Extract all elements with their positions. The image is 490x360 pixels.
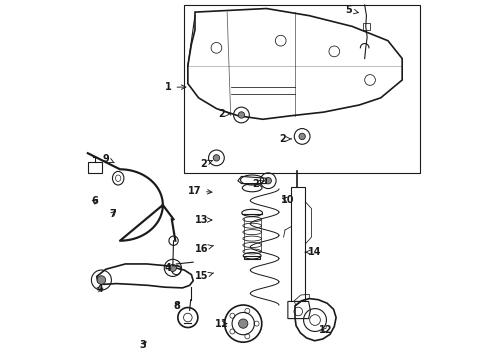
Text: 1: 1 [165, 82, 186, 92]
Text: 14: 14 [305, 247, 321, 257]
Circle shape [265, 177, 271, 184]
Text: 16: 16 [195, 244, 214, 253]
Bar [292, 187, 305, 301]
Text: 9: 9 [102, 154, 114, 163]
Text: 17: 17 [188, 186, 212, 196]
Text: 4: 4 [165, 262, 172, 273]
Text: 2: 2 [279, 134, 292, 144]
Circle shape [169, 264, 176, 271]
Text: 11: 11 [215, 319, 228, 329]
Text: 13: 13 [195, 215, 212, 225]
Text: 2: 2 [200, 159, 213, 169]
Text: 4: 4 [97, 284, 104, 294]
Circle shape [238, 112, 245, 118]
Circle shape [213, 155, 220, 161]
Text: 5: 5 [345, 5, 358, 15]
Text: 15: 15 [195, 271, 214, 282]
Text: 6: 6 [92, 197, 98, 206]
Text: 2: 2 [219, 109, 231, 119]
Text: 3: 3 [140, 340, 147, 350]
Circle shape [239, 319, 248, 328]
Text: 7: 7 [109, 209, 116, 219]
Text: 8: 8 [173, 301, 181, 311]
Circle shape [97, 276, 106, 284]
Text: 10: 10 [281, 195, 294, 204]
Text: 12: 12 [318, 325, 332, 335]
Text: 2: 2 [252, 179, 265, 189]
Circle shape [299, 133, 305, 140]
